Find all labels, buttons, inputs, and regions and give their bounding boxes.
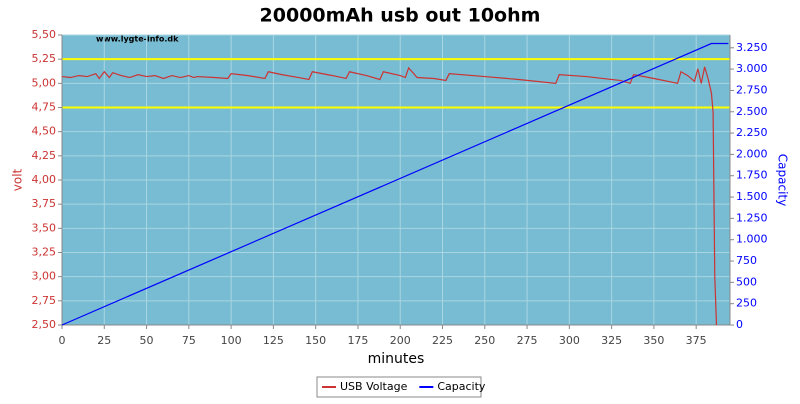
- x-tick-label: 350: [643, 334, 664, 347]
- y-tick-label: 5,50: [32, 28, 57, 41]
- chart-title: 20000mAh usb out 10ohm: [260, 5, 541, 27]
- data-line: [61, 66, 718, 326]
- watermark: www.lygte-info.dk: [96, 35, 179, 44]
- y2-tick-label: 3.250: [736, 41, 768, 54]
- y-tick-label: 4,50: [32, 125, 57, 138]
- y-tick-label: 5,25: [32, 52, 57, 65]
- y2-tick-label: 0: [736, 318, 743, 331]
- y-axis-label: volt: [11, 168, 25, 191]
- y2-tick-label: 2.250: [736, 126, 768, 139]
- y-tick-label: 3,50: [32, 221, 57, 234]
- y2-axis-label: Capacity: [776, 154, 790, 206]
- y-tick-label: 2,75: [32, 294, 57, 307]
- legend: USB Voltage Capacity: [316, 376, 486, 398]
- y2-tick-label: 1.750: [736, 169, 768, 182]
- x-tick-label: 0: [59, 334, 66, 347]
- y-tick-label: 4,75: [32, 101, 57, 114]
- y2-tick-label: 500: [736, 275, 757, 288]
- x-tick-label: 175: [347, 334, 368, 347]
- y-tick-label: 4,25: [32, 149, 57, 162]
- x-tick-label: 150: [305, 334, 326, 347]
- data-line: [61, 42, 729, 326]
- x-tick-label: 100: [221, 334, 242, 347]
- y2-tick-label: 3.000: [736, 62, 768, 75]
- x-tick-label: 375: [686, 334, 707, 347]
- y2-tick-label: 2.500: [736, 105, 768, 118]
- x-tick-label: 75: [182, 334, 196, 347]
- y-tick-label: 4,00: [32, 173, 57, 186]
- y-tick-label: 3,25: [32, 246, 57, 259]
- y-tick-label: 2,50: [32, 318, 57, 331]
- x-tick-label: 300: [559, 334, 580, 347]
- x-tick-label: 25: [97, 334, 111, 347]
- x-tick-label: 250: [474, 334, 495, 347]
- x-tick-label: 200: [390, 334, 411, 347]
- y2-tick-label: 1.250: [736, 211, 768, 224]
- legend-label: USB Voltage: [340, 380, 408, 393]
- legend-box: [316, 376, 482, 398]
- y-tick-label: 5,00: [32, 76, 57, 89]
- x-tick-label: 125: [263, 334, 284, 347]
- y-tick-label: 3,00: [32, 270, 57, 283]
- y2-tick-label: 1.000: [736, 233, 768, 246]
- x-axis-label: minutes: [368, 351, 425, 367]
- x-tick-label: 225: [432, 334, 453, 347]
- x-tick-label: 50: [140, 334, 154, 347]
- y2-tick-label: 2.750: [736, 83, 768, 96]
- y-tick-label: 3,75: [32, 197, 57, 210]
- y2-tick-label: 1.500: [736, 190, 768, 203]
- y2-tick-label: 250: [736, 297, 757, 310]
- x-tick-label: 325: [601, 334, 622, 347]
- y2-tick-label: 2.000: [736, 147, 768, 160]
- y2-tick-label: 750: [736, 254, 757, 267]
- x-tick-label: 275: [517, 334, 538, 347]
- legend-label: Capacity: [437, 380, 486, 393]
